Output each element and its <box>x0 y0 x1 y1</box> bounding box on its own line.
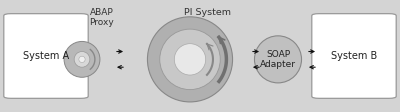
Text: System A: System A <box>23 51 69 61</box>
Ellipse shape <box>74 52 90 67</box>
Ellipse shape <box>79 56 85 62</box>
Text: System B: System B <box>331 51 377 61</box>
Ellipse shape <box>148 17 232 102</box>
Ellipse shape <box>64 41 100 77</box>
FancyBboxPatch shape <box>4 14 88 98</box>
Text: SOAP
Adapter: SOAP Adapter <box>260 50 296 69</box>
Text: PI System: PI System <box>184 8 231 17</box>
FancyBboxPatch shape <box>312 14 396 98</box>
Ellipse shape <box>160 29 220 90</box>
Ellipse shape <box>254 36 302 83</box>
Text: ABAP
Proxy: ABAP Proxy <box>90 8 114 27</box>
Ellipse shape <box>174 44 206 75</box>
